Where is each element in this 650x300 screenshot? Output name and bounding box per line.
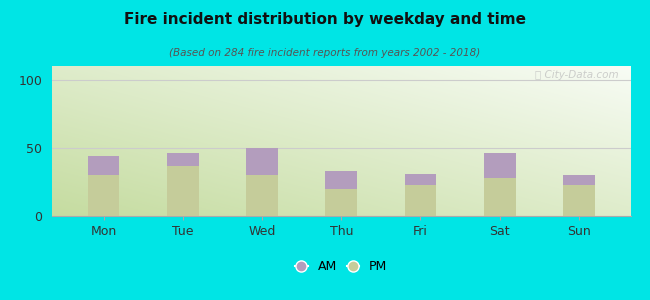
Text: Fire incident distribution by weekday and time: Fire incident distribution by weekday an… <box>124 12 526 27</box>
Text: Ⓣ City-Data.com: Ⓣ City-Data.com <box>536 70 619 80</box>
Bar <box>484 178 515 216</box>
Bar <box>484 153 515 178</box>
Bar <box>88 156 120 175</box>
Bar <box>167 153 199 166</box>
Bar <box>167 166 199 216</box>
Bar <box>246 148 278 175</box>
Legend: AM, PM: AM, PM <box>291 257 391 277</box>
Bar <box>246 175 278 216</box>
Bar <box>405 184 436 216</box>
Text: (Based on 284 fire incident reports from years 2002 - 2018): (Based on 284 fire incident reports from… <box>170 48 480 58</box>
Bar <box>326 189 357 216</box>
Bar <box>88 175 120 216</box>
Bar <box>563 175 595 184</box>
Bar <box>563 184 595 216</box>
Bar <box>326 171 357 189</box>
Bar <box>405 174 436 184</box>
